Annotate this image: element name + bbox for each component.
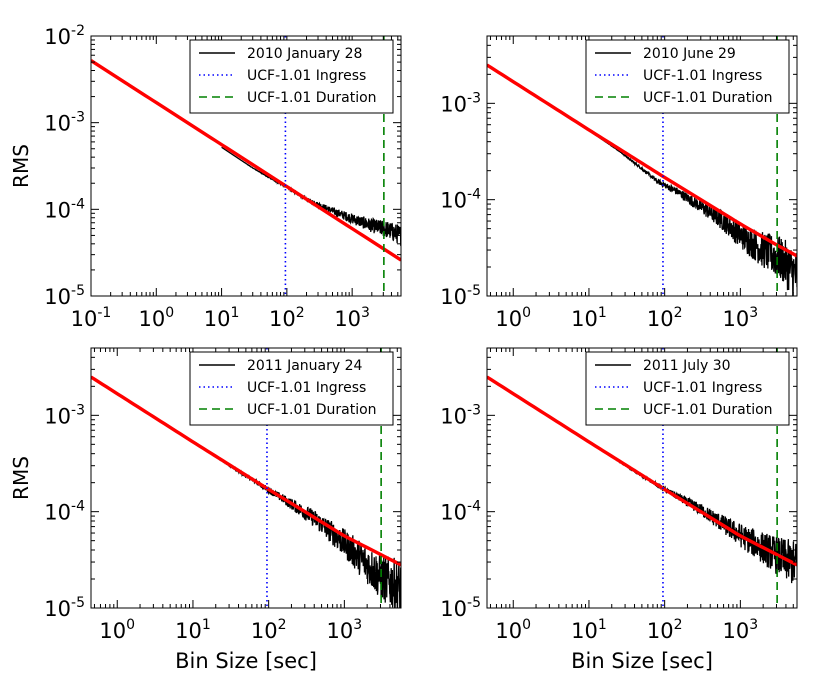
legend-label: 2010 June 29 [643,46,736,62]
x-tick-label: 101 [175,617,211,643]
x-tick-label: 100 [495,617,531,643]
x-tick-label: 103 [723,617,759,643]
x-tick-label: 101 [204,305,240,331]
legend: 2011 January 24 UCF-1.01 Ingress UCF-1.01 … [189,351,394,426]
y-tick-label: 10-4 [440,499,481,525]
legend-box [585,351,790,426]
y-axis: 10-5 10-4 10-3 [440,35,797,309]
data-series-line [192,442,401,608]
y-tick-label: 10-5 [440,595,481,621]
x-axis: 100 101 102 103 [489,36,794,331]
legend: 2010 January 28 UCF-1.01 Ingress UCF-1.01 … [189,39,394,114]
legend-label: UCF-1.01 Duration [247,90,377,106]
y-tick-label: 10-3 [440,402,481,428]
x-tick-label: 103 [327,617,363,643]
x-tick-label: 101 [571,617,607,643]
legend-label: UCF-1.01 Ingress [247,380,366,396]
y-tick-label: 10-3 [44,110,85,136]
x-tick-label: 101 [571,305,607,331]
x-tick-label: 100 [495,305,531,331]
model-line [91,375,401,567]
x-tick-label: 103 [334,305,370,331]
y-tick-label: 10-5 [44,283,85,309]
x-axis: 100 101 102 103 [93,348,398,643]
y-tick-label: 10-5 [44,595,85,621]
x-axis-label: Bin Size [sec] [175,649,317,673]
legend-label: UCF-1.01 Duration [643,402,773,418]
legend-label: 2011 July 30 [643,358,731,374]
y-tick-label: 10-3 [440,90,481,116]
y-axis: 10-5 10-4 10-3 [440,347,797,621]
y-tick-label: 10-3 [44,402,85,428]
model-line [91,59,401,262]
panel-top-right: 100 101 102 103 10-5 10-4 10-3 2010 June 29 UCF-… [440,35,798,331]
y-tick-label: 10-4 [44,196,85,222]
y-tick-label: 10-4 [44,499,85,525]
x-axis: 100 101 102 103 [489,348,794,643]
y-axis-label: RMS [9,456,33,500]
x-axis-label: Bin Size [sec] [571,649,713,673]
legend-label: UCF-1.01 Duration [247,402,377,418]
x-tick-label: 103 [723,305,759,331]
y-tick-label: 10-2 [44,23,85,49]
axes-frame [90,35,402,297]
legend-label: UCF-1.01 Duration [643,90,773,106]
panel-bottom-right: 100 101 102 103 10-5 10-4 10-3 Bin Size [sec] 20… [440,347,798,673]
legend-label: 2011 January 24 [247,358,363,374]
x-tick-label: 100 [138,305,174,331]
x-axis: 10-1 100 101 102 103 [71,36,399,331]
y-axis-label: RMS [9,144,33,188]
y-axis: 10-5 10-4 10-3 [44,347,401,621]
y-axis: 10-5 10-4 10-3 10-2 [44,23,401,309]
legend-label: 2010 January 28 [247,46,362,62]
data-series-line [588,442,797,584]
legend-label: UCF-1.01 Ingress [247,68,366,84]
model-line [487,63,797,258]
x-tick-label: 102 [647,305,683,331]
data-series-line [588,130,797,296]
legend: 2011 July 30 UCF-1.01 Ingress UCF-1.01 Dur… [585,351,790,426]
y-tick-label: 10-5 [440,283,481,309]
legend-label: UCF-1.01 Ingress [643,380,762,396]
panel-top-left: 10-1 100 101 102 103 10-5 10-4 10-3 10-2 RMS 2010 … [9,23,402,331]
y-tick-label: 10-4 [440,187,481,213]
legend-box [585,39,790,114]
x-tick-label: 102 [251,617,287,643]
x-tick-label: 102 [269,305,305,331]
legend-box [189,39,394,114]
x-tick-label: 102 [647,617,683,643]
legend-label: UCF-1.01 Ingress [643,68,762,84]
panel-bottom-left: 100 101 102 103 10-5 10-4 10-3 RMS Bin Size [sec… [9,347,402,673]
legend-box [189,351,394,426]
legend: 2010 June 29 UCF-1.01 Ingress UCF-1.01 Dur… [585,39,790,114]
x-tick-label: 10-1 [71,305,112,331]
model-line [487,375,797,567]
x-tick-label: 100 [99,617,135,643]
